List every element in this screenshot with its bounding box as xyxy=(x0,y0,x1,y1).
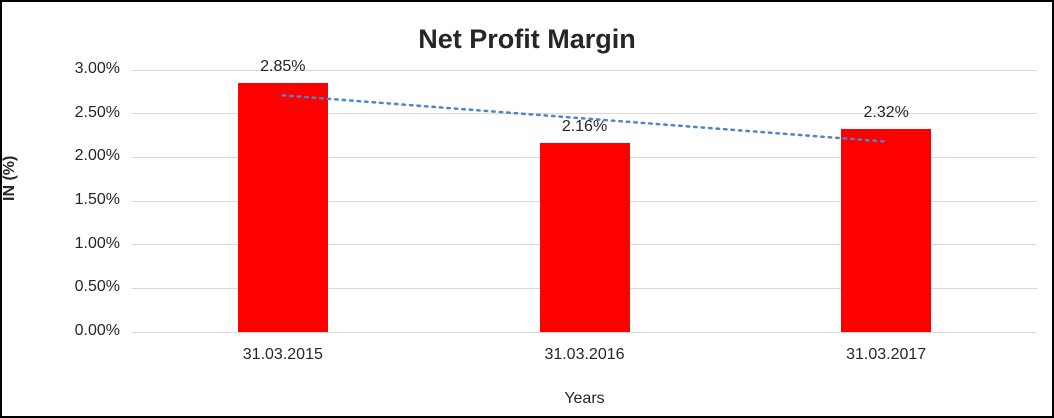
x-tick-label: 31.03.2017 xyxy=(846,346,927,363)
bar-value-label: 2.32% xyxy=(863,104,909,122)
bar-value-label: 2.16% xyxy=(561,118,608,136)
y-tick-label: 1.00% xyxy=(74,234,120,252)
chart-title: Net Profit Margin xyxy=(418,24,636,54)
bar-value-label: 2.85% xyxy=(260,58,306,76)
bar xyxy=(539,143,630,332)
plot-area: 0.00% 0.50% 1.00% 1.50% 2.00% 2.50% 3.00% 2.85%… xyxy=(75,58,1037,363)
y-tick-label: 0.00% xyxy=(74,322,120,339)
bar xyxy=(237,83,328,332)
y-axis-title-text: IN (%) xyxy=(1,155,18,201)
trendline xyxy=(281,94,888,143)
y-tick-label: 0.50% xyxy=(74,278,120,296)
gridline xyxy=(132,113,1037,115)
x-tick-label: 31.03.2016 xyxy=(544,346,625,363)
y-tick-label: 1.50% xyxy=(74,191,120,208)
y-tick-label: 3.00% xyxy=(74,60,120,77)
bar xyxy=(841,129,932,332)
x-tick-label: 31.03.2015 xyxy=(242,346,323,363)
y-tick-label: 2.00% xyxy=(74,147,120,165)
x-axis-title: Years xyxy=(564,390,605,407)
gridline xyxy=(132,331,1037,333)
gridline xyxy=(132,69,1037,71)
y-tick-label: 2.50% xyxy=(74,103,120,121)
